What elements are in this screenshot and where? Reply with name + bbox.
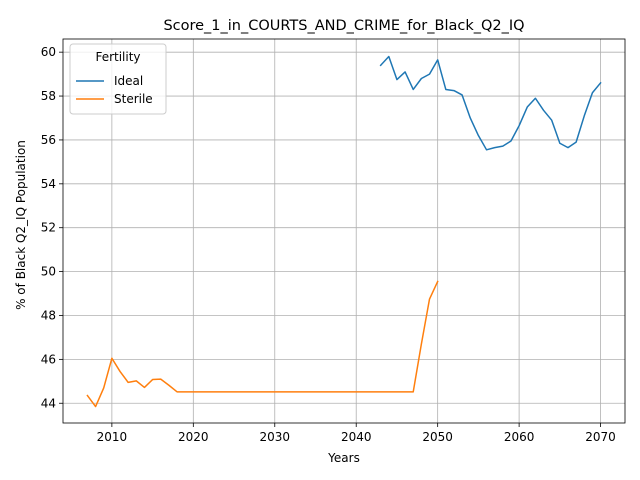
series-line-ideal [379, 55, 602, 151]
chart-title: Score_1_in_COURTS_AND_CRIME_for_Black_Q2… [163, 18, 524, 34]
x-axis-label: Years [327, 451, 360, 465]
x-tick-label: 2070 [585, 430, 616, 444]
plot-frame [62, 38, 626, 424]
legend-box [69, 43, 167, 115]
x-tick-label: 2030 [259, 430, 290, 444]
x-tick-label: 2020 [178, 430, 209, 444]
x-tick-label: 2010 [97, 430, 128, 444]
legend-entry-sterile: Sterile [114, 92, 153, 106]
x-tick-label: 2050 [422, 430, 453, 444]
legend: Fertility Ideal Sterile [69, 43, 167, 115]
legend-entry-ideal: Ideal [114, 74, 143, 88]
y-tick-label: 60 [41, 45, 56, 59]
x-tick-label: 2060 [504, 430, 535, 444]
y-tick-label: 54 [41, 177, 56, 191]
y-tick-label: 48 [41, 308, 56, 322]
x-tick-label: 2040 [341, 430, 372, 444]
x-axis: 2010 2020 2030 2040 2050 2060 2070 [97, 423, 616, 444]
y-tick-label: 52 [41, 221, 56, 235]
y-axis-label: % of Black Q2_IQ Population [14, 140, 28, 310]
y-axis: 44 46 48 50 52 54 56 58 60 [41, 45, 63, 410]
y-tick-label: 46 [41, 352, 56, 366]
y-tick-label: 56 [41, 133, 56, 147]
grid-lines [63, 39, 625, 423]
legend-title: Fertility [95, 50, 140, 64]
y-tick-label: 58 [41, 89, 56, 103]
series-layer [86, 55, 602, 408]
y-tick-label: 44 [41, 396, 56, 410]
y-tick-label: 50 [41, 265, 56, 279]
series-line-sterile [86, 280, 439, 408]
